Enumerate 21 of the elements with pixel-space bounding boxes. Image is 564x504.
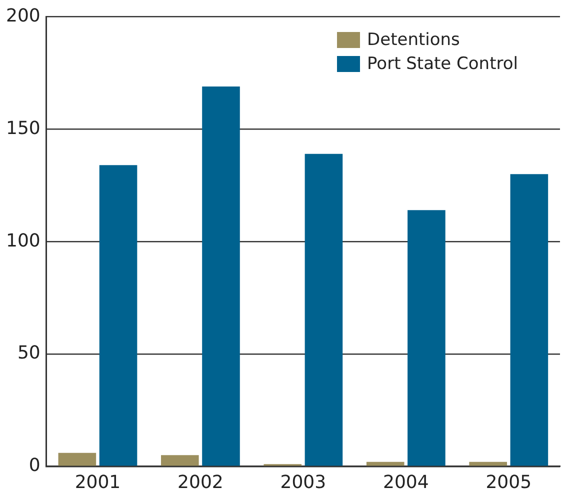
x-tick-label: 2005 xyxy=(486,472,532,493)
bar xyxy=(366,462,404,466)
bar xyxy=(161,455,199,466)
legend-label: Detentions xyxy=(367,29,460,52)
bar xyxy=(58,452,96,466)
legend-label: Port State Control xyxy=(367,53,518,76)
bar xyxy=(99,165,138,466)
x-tick-label: 2004 xyxy=(383,472,429,493)
y-tick-label: 200 xyxy=(6,5,40,26)
bar xyxy=(408,210,446,466)
y-tick-label: 0 xyxy=(28,455,40,476)
x-tick-label: 2002 xyxy=(178,472,224,493)
bar xyxy=(469,462,507,466)
bar xyxy=(304,154,343,466)
x-tick-label: 2003 xyxy=(280,472,326,493)
x-tick-label: 2001 xyxy=(74,472,121,493)
y-tick-label: 100 xyxy=(6,230,40,252)
y-tick-label: 150 xyxy=(6,118,40,139)
bar xyxy=(510,174,548,466)
bar xyxy=(202,86,240,466)
y-tick-label: 50 xyxy=(17,342,40,364)
